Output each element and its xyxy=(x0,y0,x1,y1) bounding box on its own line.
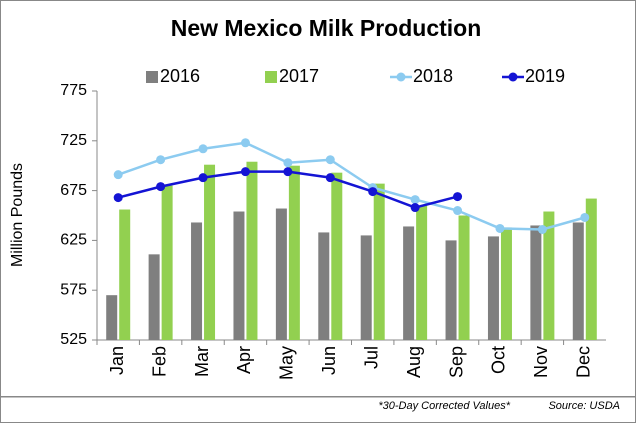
y-tick-label: 625 xyxy=(60,232,87,249)
bar xyxy=(416,205,428,340)
bar xyxy=(148,254,160,340)
point xyxy=(325,173,335,183)
x-tick-label: Feb xyxy=(149,346,169,377)
legend-label: 2019 xyxy=(525,66,565,86)
point xyxy=(240,167,250,177)
point xyxy=(113,193,123,203)
bar xyxy=(246,161,258,340)
legend-label: 2017 xyxy=(279,66,319,86)
point xyxy=(198,173,208,183)
point xyxy=(368,187,378,197)
footer-border xyxy=(0,396,636,423)
chart-title: New Mexico Milk Production xyxy=(171,15,482,41)
y-tick-label: 575 xyxy=(60,281,87,298)
line xyxy=(117,141,586,231)
point xyxy=(283,167,293,177)
point xyxy=(198,144,208,154)
bar xyxy=(403,226,415,340)
point xyxy=(495,223,505,233)
legend-swatch xyxy=(508,72,518,82)
bar xyxy=(543,211,555,340)
legend-label: 2016 xyxy=(160,66,200,86)
legend-swatch xyxy=(265,71,277,83)
bar xyxy=(458,215,470,340)
bar xyxy=(106,295,118,340)
bar xyxy=(373,183,385,340)
y-tick-label: 525 xyxy=(60,331,87,348)
point xyxy=(240,138,250,148)
point xyxy=(283,158,293,168)
x-tick-label: May xyxy=(277,346,297,380)
point xyxy=(410,195,420,205)
bar xyxy=(119,209,131,340)
bar xyxy=(161,185,173,340)
point xyxy=(113,170,123,180)
bar xyxy=(585,198,597,340)
x-tick-label: Mar xyxy=(192,346,212,377)
x-tick-label: Dec xyxy=(574,346,594,378)
x-tick-label: Jul xyxy=(361,346,381,369)
point xyxy=(453,206,463,216)
bar xyxy=(191,222,203,340)
point xyxy=(156,182,166,192)
bar xyxy=(288,165,300,340)
bar xyxy=(530,225,542,340)
point xyxy=(325,155,335,165)
x-tick-label: Apr xyxy=(234,346,254,374)
x-tick-label: Nov xyxy=(531,346,551,378)
y-tick-label: 775 xyxy=(60,82,87,99)
x-tick-label: Jun xyxy=(319,346,339,375)
bar xyxy=(445,240,457,340)
x-tick-label: Oct xyxy=(489,346,509,374)
legend-label: 2018 xyxy=(413,66,453,86)
bar xyxy=(204,164,216,340)
bar xyxy=(360,235,372,340)
bar xyxy=(500,227,512,340)
y-tick-label: 675 xyxy=(60,182,87,199)
legend-swatch xyxy=(146,71,158,83)
point xyxy=(580,212,590,222)
x-tick-label: Aug xyxy=(404,346,424,378)
bar xyxy=(275,208,287,340)
legend-swatch xyxy=(396,72,406,82)
bar xyxy=(572,222,584,340)
bar xyxy=(331,172,343,340)
point xyxy=(410,203,420,213)
point xyxy=(156,155,166,165)
bar xyxy=(487,236,499,340)
point xyxy=(537,224,547,234)
source: Source: USDA xyxy=(548,400,620,412)
x-tick-label: Sep xyxy=(446,346,466,378)
point xyxy=(453,192,463,202)
bar xyxy=(318,232,330,340)
y-tick-label: 725 xyxy=(60,132,87,149)
bar xyxy=(233,211,245,340)
y-axis-label: Million Pounds xyxy=(9,163,26,267)
x-tick-label: Jan xyxy=(107,346,127,375)
footnote: *30-Day Corrected Values* xyxy=(378,400,510,412)
